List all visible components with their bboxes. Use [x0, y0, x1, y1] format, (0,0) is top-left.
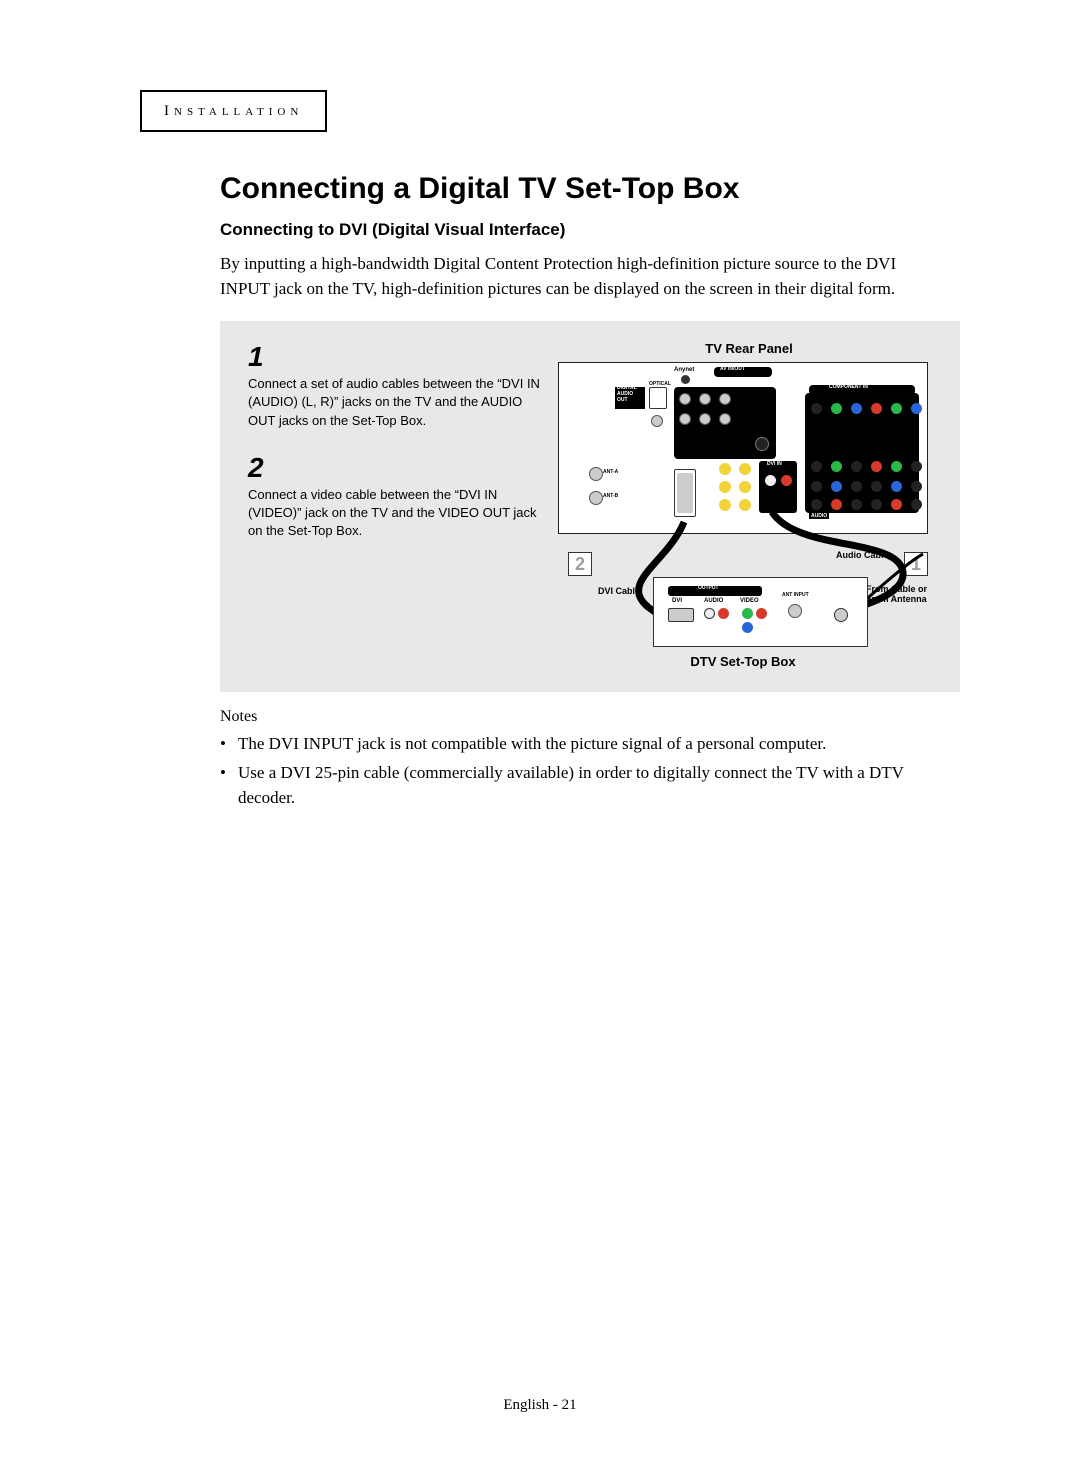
video-lbl: VIDEO [740, 598, 759, 604]
section-box: Installation [140, 90, 327, 132]
tv-rear-panel: DIGITAL AUDIO OUT OPTICAL COAXIAL Anynet… [558, 362, 928, 534]
diagram-column: TV Rear Panel DIGITAL AUDIO OUT OPTICAL … [558, 341, 940, 672]
dviin-label: DVI IN [767, 461, 782, 467]
antinput-lbl: ANT INPUT [782, 592, 809, 598]
jack-yellow [739, 499, 751, 511]
optical-label: OPTICAL [649, 381, 671, 387]
stb-audio-r [718, 608, 729, 619]
stb-ant [788, 604, 802, 618]
from-line1: From Cable or [866, 584, 927, 594]
comp-blue [911, 403, 922, 414]
steps-column: 1 Connect a set of audio cables between … [248, 341, 558, 672]
component-block [805, 393, 919, 513]
avinout-bar: AV IN/OUT [714, 367, 772, 377]
step-number-2: 2 [248, 452, 546, 484]
avinout-label: AV IN/OUT [720, 366, 745, 372]
section-label: Installation [164, 103, 303, 119]
note-line-2: • Use a DVI 25-pin cable (commercially a… [220, 761, 960, 810]
compin-bar: COMPONENT IN [809, 385, 915, 395]
audio-cable-label: Audio Cable [836, 550, 889, 560]
diagram-area: DIGITAL AUDIO OUT OPTICAL COAXIAL Anynet… [558, 362, 928, 672]
dviin-block: DVI IN [759, 461, 797, 513]
note-text-2: Use a DVI 25-pin cable (commercially ava… [238, 761, 960, 810]
stb-out [834, 608, 848, 622]
jack-yellow [719, 463, 731, 475]
stb-video-g [742, 608, 753, 619]
dvi-port-inner [677, 473, 693, 513]
anynet-jack [681, 375, 690, 384]
comp-jack [911, 461, 922, 472]
page: Installation Connecting a Digital TV Set… [0, 0, 1080, 1474]
steps-box: 1 Connect a set of audio cables between … [220, 321, 960, 692]
notes-heading: Notes [220, 708, 960, 726]
callout-1: 1 [904, 552, 928, 576]
stb-title: DTV Set-Top Box [558, 654, 928, 669]
page-footer: English - 21 [0, 1397, 1080, 1414]
stb-audio-l [704, 608, 715, 619]
jack-yellow [739, 481, 751, 493]
step-text-2: Connect a video cable between the “DVI I… [248, 486, 546, 541]
step-number-1: 1 [248, 341, 546, 373]
panel-block: DIGITAL AUDIO OUT [615, 387, 645, 409]
subtitle: Connecting to DVI (Digital Visual Interf… [220, 220, 960, 240]
step-text-1: Connect a set of audio cables between th… [248, 375, 546, 430]
intro-text: By inputting a high-bandwidth Digital Co… [220, 252, 940, 301]
from-line2: From Antenna [866, 594, 927, 604]
page-title: Connecting a Digital TV Set-Top Box [220, 172, 960, 206]
audio-lbl2: AUDIO [704, 598, 723, 604]
tv-panel-title: TV Rear Panel [558, 341, 940, 356]
output-label: OUTPUT [698, 585, 719, 591]
optical-jack [649, 387, 667, 409]
dvi-cable-label: DVI Cable [598, 586, 640, 596]
comp-jack [911, 481, 922, 492]
callout-2: 2 [568, 552, 592, 576]
jack-yellow [719, 499, 731, 511]
jack-yellow [719, 481, 731, 493]
digital-audio-out-label: DIGITAL AUDIO OUT [617, 385, 645, 403]
ant-b-jack [589, 491, 603, 505]
coax-jack [651, 415, 663, 427]
compin-label: COMPONENT IN [829, 384, 868, 390]
bullet-icon: • [220, 732, 238, 757]
dvi-lbl: DVI [672, 598, 682, 604]
stb-box: OUTPUT DVI AUDIO VIDEO ANT INPUT [653, 577, 868, 647]
anynet-label: Anynet [674, 367, 694, 373]
note-line-1: • The DVI INPUT jack is not compatible w… [220, 732, 960, 757]
jack-yellow [739, 463, 751, 475]
ant-b-label: ANT-B [603, 493, 618, 499]
stb-video-b [742, 622, 753, 633]
ant-a-label: ANT-A [603, 469, 618, 475]
stb-dvi [668, 608, 694, 622]
ant-a-jack [589, 467, 603, 481]
coaxial-label: COAXIAL [617, 415, 640, 421]
comp-jack [911, 499, 922, 510]
audio-lbl: AUDIO [809, 513, 829, 519]
stb-video-r [756, 608, 767, 619]
output-bar: OUTPUT [668, 586, 762, 596]
bullet-icon: • [220, 761, 238, 810]
note-text-1: The DVI INPUT jack is not compatible wit… [238, 732, 826, 757]
